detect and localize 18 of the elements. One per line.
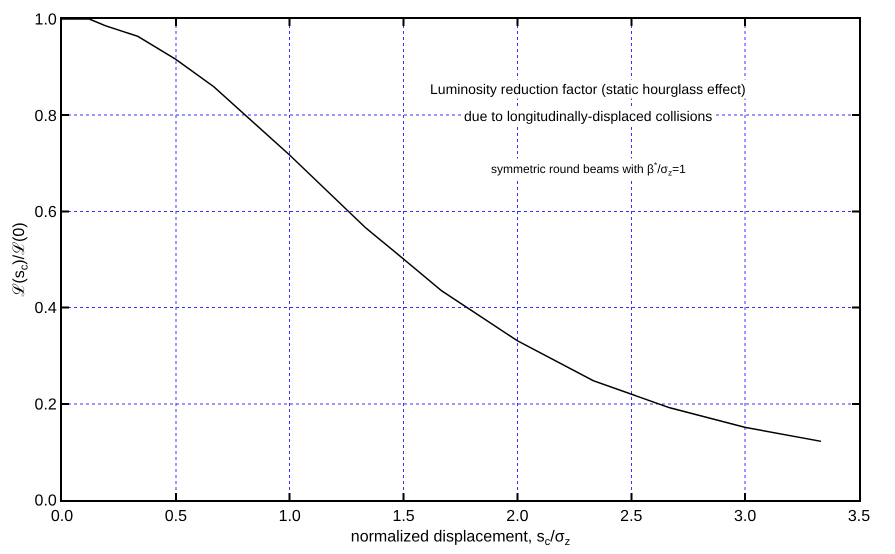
annotation: Luminosity reduction factor (static hourglass effect): [430, 81, 746, 97]
y-tick-label: 1.0: [34, 12, 57, 29]
x-tick-label: 2.0: [506, 508, 529, 526]
y-tick-label: 0.2: [34, 396, 57, 414]
y-tick-label: 0.4: [34, 300, 57, 318]
y-tick-label: 0.8: [34, 108, 57, 125]
x-tick-label: 1.5: [392, 508, 415, 526]
x-tick-label: 3.5: [848, 508, 870, 526]
annotation: symmetric round beams with β$^{*}$/σ$_{z}$=1: [491, 160, 686, 178]
y-tick-label: 0.6: [34, 204, 57, 221]
x-tick-label: 0.0: [50, 508, 74, 526]
y-tick-label: 0.0: [34, 492, 57, 510]
x-tick-label: 2.5: [620, 508, 643, 526]
x-tick-label: 3.0: [734, 508, 756, 526]
x-axis-title: normalized displacement, s$_{c}$/σ$_{z}$: [350, 528, 571, 548]
annotation: due to longitudinally-displaced collisions: [464, 108, 712, 124]
x-tick-label: 1.0: [278, 508, 301, 526]
x-tick-label: 0.5: [164, 508, 188, 526]
